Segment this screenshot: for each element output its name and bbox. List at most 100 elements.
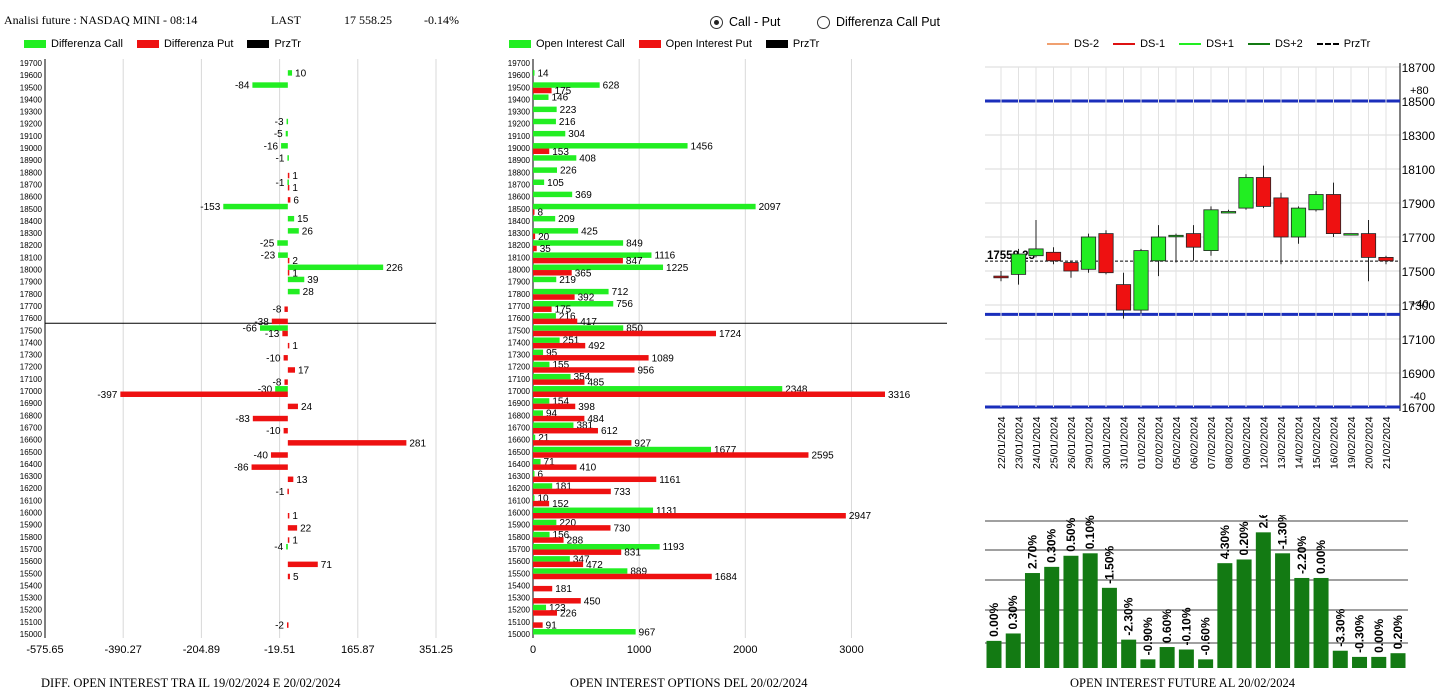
call-bar bbox=[533, 568, 628, 574]
bar-value-label: -10 bbox=[266, 426, 281, 437]
put-bar bbox=[287, 342, 290, 349]
strike-label: 19300 bbox=[508, 108, 531, 117]
call-bar bbox=[533, 349, 544, 356]
date-label: 02/02/2024 bbox=[1154, 416, 1166, 469]
bar-value-label: 410 bbox=[580, 463, 597, 474]
strike-label: 17300 bbox=[20, 351, 43, 360]
legend-left: Differenza Call Differenza Put PrzTr bbox=[24, 38, 315, 50]
bar-value-label: 369 bbox=[575, 190, 592, 201]
legend-middle: Open Interest Call Open Interest Put Prz… bbox=[509, 38, 833, 50]
strike-label: 18800 bbox=[20, 168, 43, 177]
oi-future-label: 0.30% bbox=[1045, 529, 1059, 563]
put-bar bbox=[287, 184, 290, 191]
bar-value-label: -1 bbox=[276, 178, 285, 189]
strike-label: 15300 bbox=[20, 594, 43, 603]
oi-future-label: -0.10% bbox=[1179, 607, 1193, 645]
bar-value-label: 105 bbox=[547, 178, 564, 189]
bar-value-label: 2947 bbox=[849, 511, 872, 522]
bar-value-label: 13 bbox=[296, 475, 308, 486]
call-bar bbox=[287, 228, 299, 234]
call-bar bbox=[286, 118, 289, 125]
candle-down bbox=[1045, 251, 1062, 262]
strike-label: 16300 bbox=[508, 472, 531, 481]
bar-value-label: 1131 bbox=[656, 506, 678, 517]
bar-value-label: 181 bbox=[555, 584, 572, 595]
y-tick-label: 17700 bbox=[1402, 231, 1436, 245]
legend-swatch-call bbox=[509, 40, 531, 48]
strike-label: 15700 bbox=[20, 545, 43, 554]
put-bar bbox=[287, 172, 290, 179]
candle-up bbox=[1150, 236, 1167, 262]
bar-value-label: 153 bbox=[552, 147, 569, 158]
legend-label: DS-2 bbox=[1074, 38, 1100, 50]
call-bar bbox=[533, 264, 664, 271]
bar-value-label: 181 bbox=[555, 481, 572, 492]
bar-value-label: 8 bbox=[538, 208, 544, 219]
bar-value-label: 1 bbox=[292, 511, 298, 522]
bar-value-label: 1193 bbox=[663, 542, 685, 553]
strike-label: 19500 bbox=[20, 83, 43, 92]
oi-future-bar bbox=[1101, 587, 1117, 668]
bar-value-label: 1 bbox=[292, 183, 298, 194]
strike-label: 16700 bbox=[20, 423, 43, 432]
strike-label: 18400 bbox=[20, 217, 43, 226]
put-bar bbox=[284, 306, 288, 312]
call-bar bbox=[533, 106, 557, 113]
bar-value-label: -83 bbox=[235, 414, 250, 425]
put-bar bbox=[533, 610, 557, 616]
candlestick-chart: 18700 18500 18300 18100 17900 17700 17500 17300… bbox=[985, 61, 1436, 469]
strike-label: 15100 bbox=[508, 618, 531, 627]
bar-value-label: 14 bbox=[538, 68, 550, 79]
strike-label: 15200 bbox=[508, 606, 531, 615]
strike-label: 18300 bbox=[20, 229, 43, 238]
band-label: -40 bbox=[1410, 391, 1426, 403]
bar-value-label: 15 bbox=[297, 214, 309, 225]
legend-label: Differenza Call bbox=[51, 38, 123, 50]
bar-value-label: 484 bbox=[587, 414, 604, 425]
radio-diff-call-put[interactable]: Differenza Call Put bbox=[817, 15, 940, 29]
bar-value-label: 71 bbox=[321, 560, 333, 571]
call-bar bbox=[533, 203, 756, 210]
strike-label: 15600 bbox=[508, 557, 531, 566]
put-bar bbox=[533, 342, 586, 349]
put-bar bbox=[533, 270, 572, 276]
legend-swatch-price bbox=[765, 40, 788, 48]
strike-label: 17500 bbox=[20, 326, 43, 335]
strike-label: 17000 bbox=[20, 387, 43, 396]
radio-call-put[interactable]: Call - Put bbox=[710, 15, 780, 29]
strike-label: 18000 bbox=[508, 266, 531, 275]
strike-label: 16900 bbox=[508, 399, 531, 408]
legend-swatch-ds+2 bbox=[1247, 43, 1270, 45]
put-bar bbox=[533, 500, 550, 507]
candle-up bbox=[1308, 194, 1324, 211]
bar-value-label: 849 bbox=[626, 239, 643, 250]
bar-value-label: -3 bbox=[275, 117, 284, 128]
put-bar bbox=[533, 367, 635, 373]
put-bar bbox=[533, 355, 649, 361]
oi-future-bar bbox=[1005, 633, 1021, 668]
put-bar bbox=[533, 561, 584, 568]
date-label: 07/02/2024 bbox=[1206, 416, 1218, 469]
date-label: 23/01/2024 bbox=[1014, 416, 1026, 469]
call-bar bbox=[533, 155, 577, 161]
strike-label: 16600 bbox=[20, 436, 43, 445]
bar-value-label: 155 bbox=[552, 360, 569, 371]
bar-value-label: 94 bbox=[546, 409, 558, 420]
candle-down bbox=[1378, 256, 1394, 262]
call-bar bbox=[533, 143, 688, 149]
call-bar bbox=[533, 531, 550, 538]
strike-label: 15100 bbox=[20, 618, 43, 627]
bar-value-label: 472 bbox=[586, 560, 603, 571]
call-bar bbox=[287, 288, 300, 295]
bar-value-label: 223 bbox=[560, 105, 577, 116]
strike-label: 16900 bbox=[20, 399, 43, 408]
call-bar bbox=[533, 276, 557, 283]
put-bar bbox=[533, 573, 712, 580]
bar-value-label: 398 bbox=[578, 402, 595, 413]
radio-unselected-icon[interactable] bbox=[817, 15, 830, 29]
call-bar bbox=[533, 519, 557, 526]
strike-label: 17700 bbox=[20, 302, 43, 311]
radio-selected-icon[interactable] bbox=[710, 15, 723, 29]
strike-label: 15900 bbox=[508, 521, 531, 530]
strike-label: 17900 bbox=[508, 278, 531, 287]
